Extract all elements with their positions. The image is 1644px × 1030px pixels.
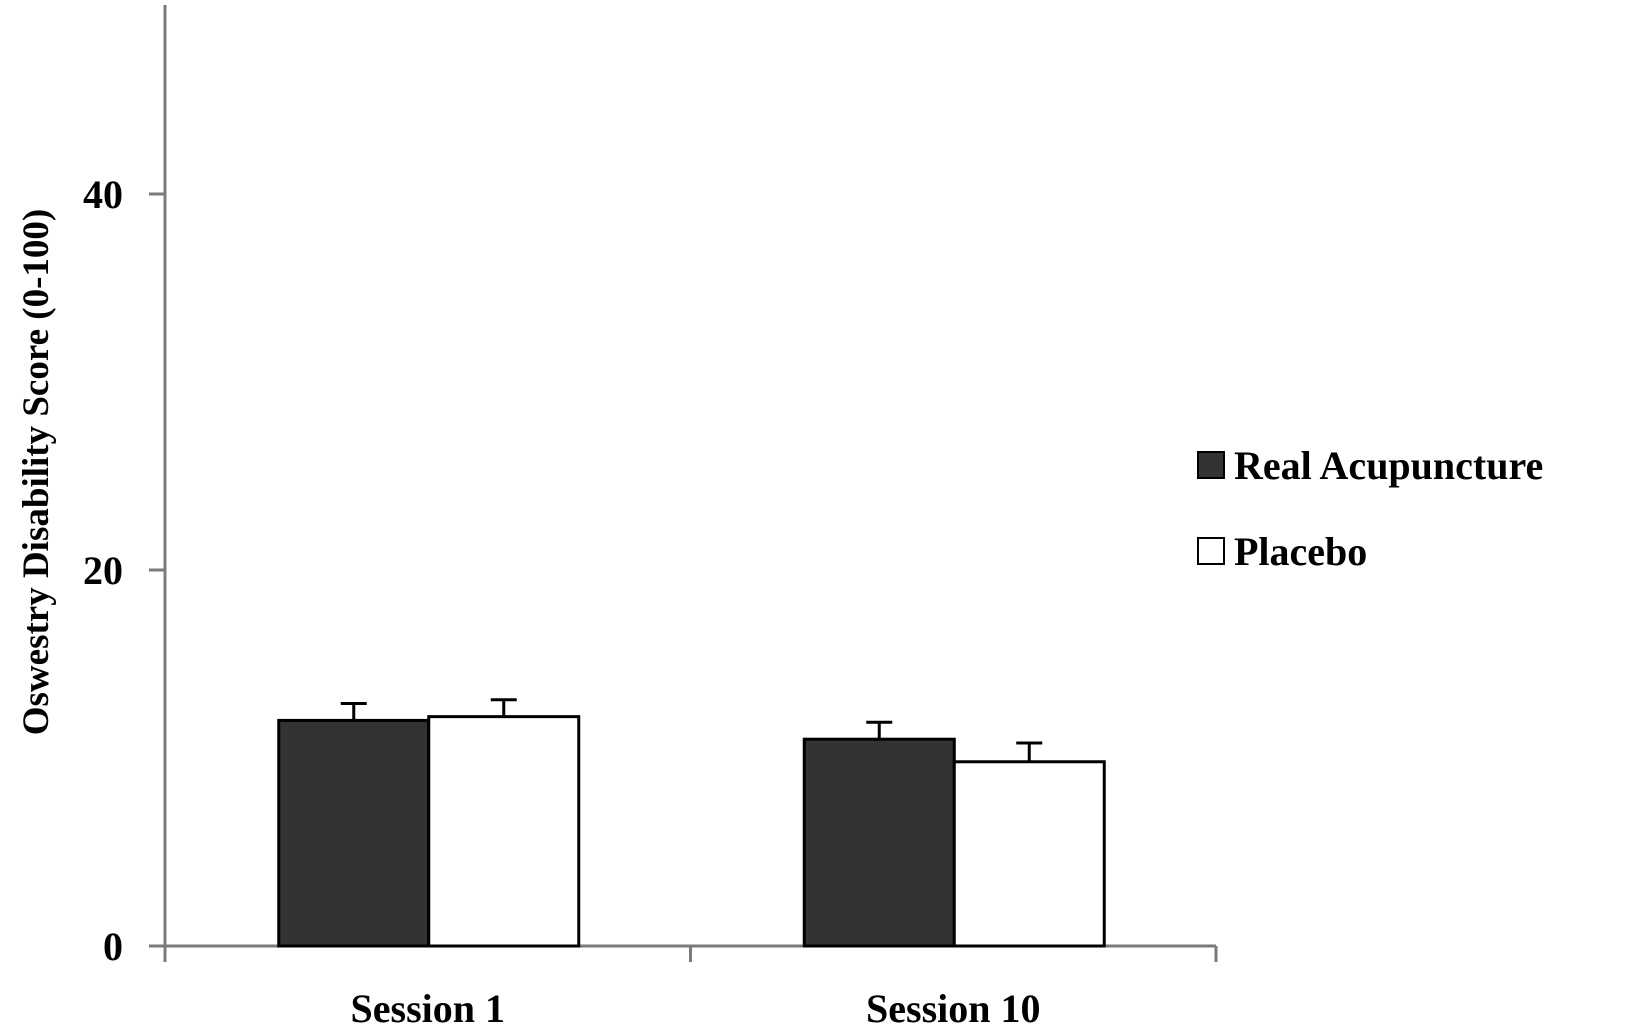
x-category-label: Session 1 [351,986,506,1030]
x-category-labels: Session 1 Session 10 [351,986,1041,1030]
y-tick-label: 40 [83,172,123,217]
bars [277,698,1106,948]
bar-real-acupuncture-session-10 [802,737,956,948]
y-ticks: 0 20 40 [83,172,165,969]
legend-label: Real Acupuncture [1234,443,1543,488]
legend-swatch-icon [1197,451,1225,479]
y-axis-title: Oswestry Disability Score (0-100) [16,209,57,736]
legend-label: Placebo [1234,529,1367,574]
bar-real-acupuncture-session-1 [277,718,431,948]
bar-placebo-session-10 [952,760,1106,948]
legend-swatch-icon [1197,537,1225,565]
legend: Real Acupuncture Placebo [1197,443,1543,574]
y-axis-title-group: Oswestry Disability Score (0-100) [16,209,57,736]
x-category-label: Session 10 [866,986,1041,1030]
y-tick-label: 0 [103,924,123,969]
bar-placebo-session-1 [427,715,581,948]
y-tick-label: 20 [83,548,123,593]
